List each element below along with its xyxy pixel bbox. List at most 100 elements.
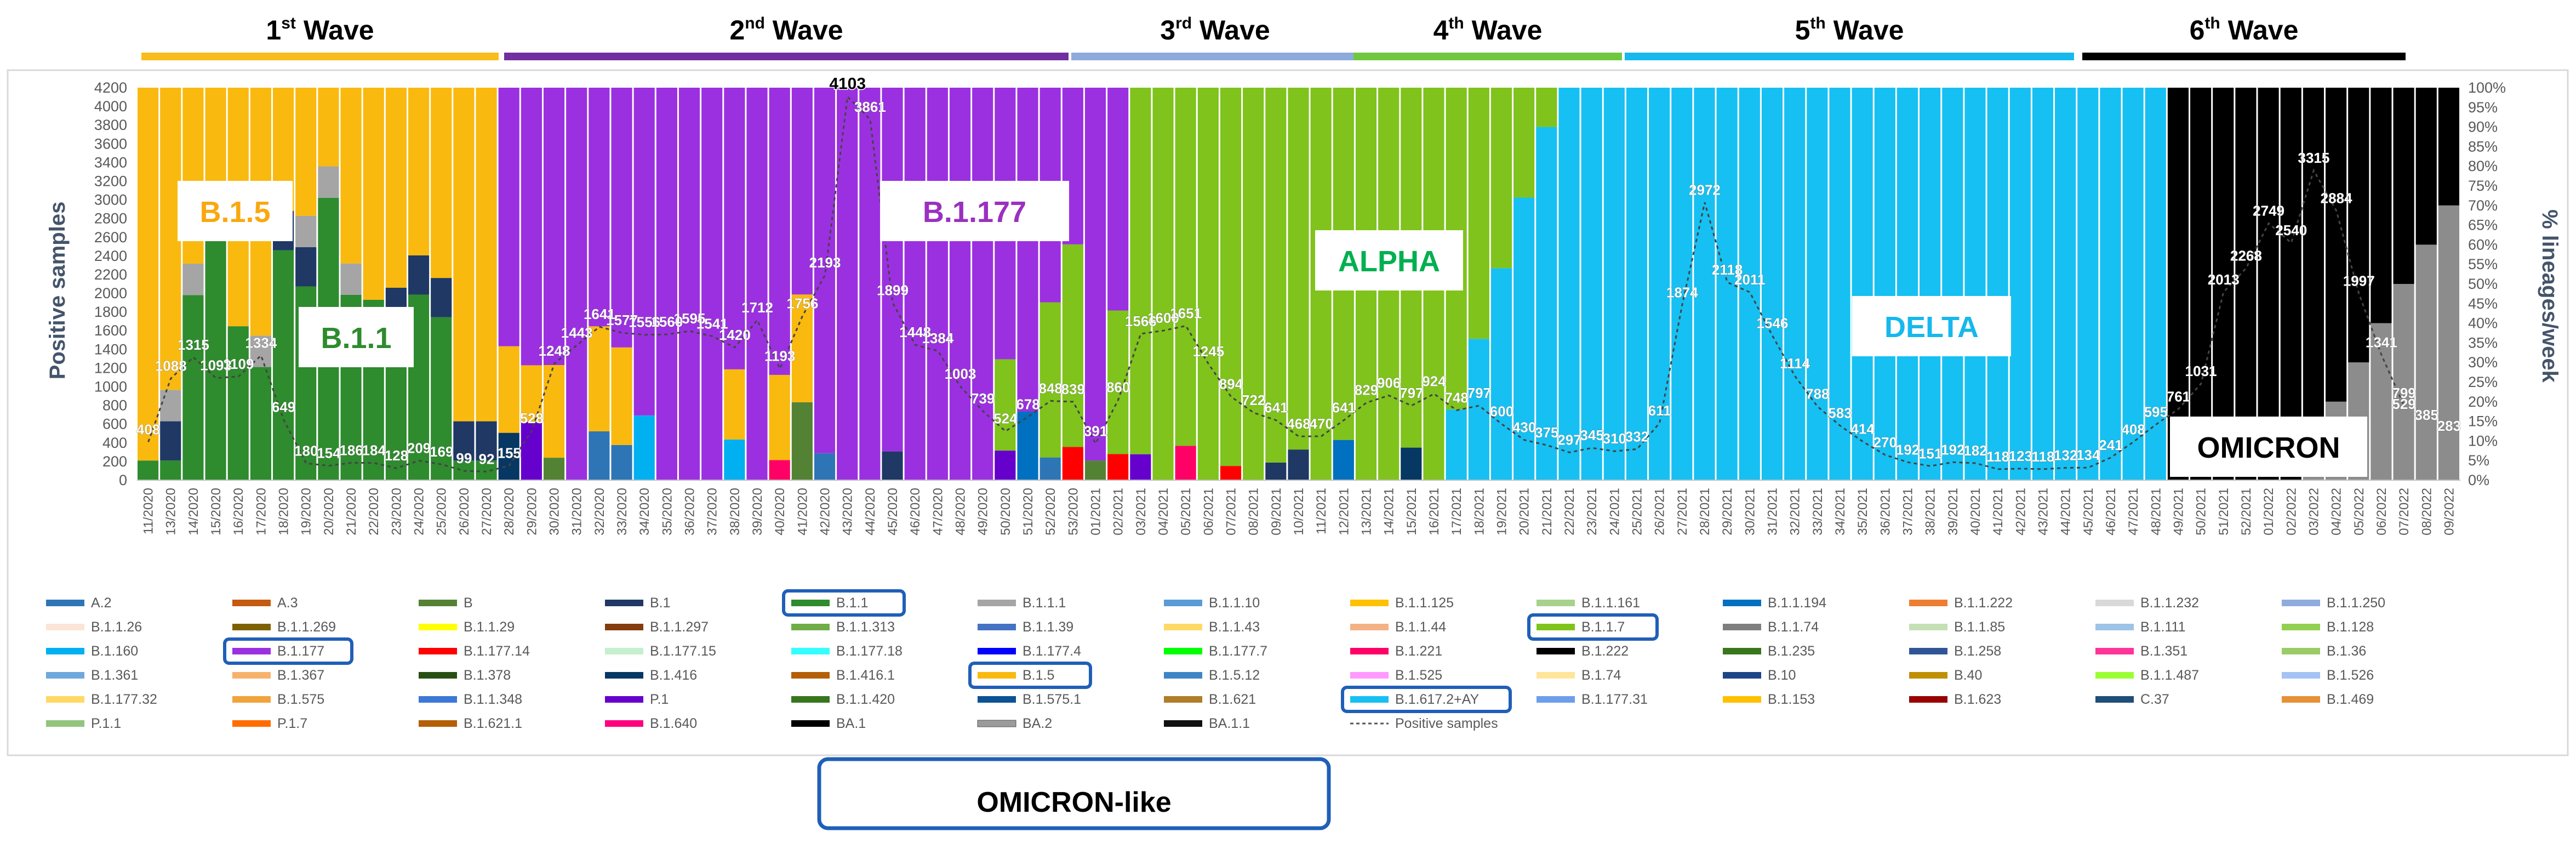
y-tick-label: 2600 xyxy=(94,229,127,246)
legend-label: B.1.416.1 xyxy=(836,668,895,683)
positive-samples-label: 924 xyxy=(1422,373,1446,389)
legend-swatch xyxy=(2095,624,2134,630)
bar-segment xyxy=(611,88,632,348)
y-tick-label: 0 xyxy=(119,472,127,488)
positive-samples-label: 1577 xyxy=(606,312,638,328)
legend-highlight xyxy=(782,589,906,617)
bar-segment xyxy=(1964,88,1986,480)
x-tick-label: 16/2021 xyxy=(1427,488,1442,536)
x-tick-label: 37/2020 xyxy=(705,488,720,536)
legend-label: C.37 xyxy=(2140,692,2169,707)
x-tick-label: 29/2020 xyxy=(524,488,539,536)
positive-samples-label: 839 xyxy=(1061,381,1085,397)
x-tick-label: 32/2020 xyxy=(592,488,607,536)
legend-label: BA.1.1 xyxy=(1209,716,1250,731)
bar-segment xyxy=(340,88,362,264)
x-tick-label: 19/2021 xyxy=(1494,488,1509,536)
legend-swatch xyxy=(1164,696,1202,703)
legend-label: B.1.469 xyxy=(2327,692,2374,707)
legend-swatch xyxy=(2095,672,2134,679)
legend-label: BA.2 xyxy=(1023,716,1052,731)
y-tick-label: 200 xyxy=(102,453,127,470)
x-tick-label: 41/2021 xyxy=(1991,488,2006,536)
legend-label: BA.1 xyxy=(836,716,866,731)
legend-swatch xyxy=(2095,600,2134,606)
legend-swatch xyxy=(1537,648,1575,654)
bar-segment xyxy=(769,460,790,480)
legend-swatch xyxy=(1909,624,1947,630)
positive-samples-label: 529 xyxy=(2392,396,2415,412)
legend-swatch xyxy=(1350,672,1389,679)
legend-label: B.10 xyxy=(1768,668,1796,683)
y-tick-label: 1800 xyxy=(94,304,127,320)
legend-label: A.3 xyxy=(277,595,298,611)
x-tick-label: 41/2020 xyxy=(795,488,810,536)
legend-label: B.1.1.348 xyxy=(464,692,522,707)
legend-label: B.1.221 xyxy=(1395,643,1442,659)
legend-label: B.1.367 xyxy=(277,668,324,683)
lineage-label-box xyxy=(299,307,414,367)
legend-label: B xyxy=(464,595,473,611)
bar-segment xyxy=(1716,88,1738,480)
x-tick-label: 05/2022 xyxy=(2352,488,2367,536)
y2-tick-label: 55% xyxy=(2468,256,2498,272)
bar-segment xyxy=(2438,205,2459,480)
positive-samples-label: 1245 xyxy=(1192,343,1224,360)
bar-segment xyxy=(859,88,881,480)
x-tick-label: 02/2021 xyxy=(1111,488,1126,536)
bar-segment xyxy=(566,88,587,480)
y-tick-label: 4000 xyxy=(94,98,127,115)
bar-segment xyxy=(521,88,542,366)
bar-segment xyxy=(837,88,858,480)
wave-bar-5 xyxy=(1625,53,2074,60)
legend-swatch xyxy=(605,672,643,679)
positive-samples-label: 583 xyxy=(1828,405,1852,421)
legend-swatch xyxy=(605,720,643,727)
x-tick-label: 22/2020 xyxy=(367,488,381,536)
x-tick-label: 26/2020 xyxy=(457,488,472,536)
positive-samples-label: 748 xyxy=(1444,389,1468,406)
legend-label: B.1.1.26 xyxy=(91,619,142,635)
legend-label: B.1.74 xyxy=(1581,668,1621,683)
x-tick-label: 07/2022 xyxy=(2397,488,2412,536)
x-tick-label: 35/2021 xyxy=(1855,488,1870,536)
y2-tick-label: 15% xyxy=(2468,413,2498,430)
bar-segment xyxy=(2280,88,2301,480)
positive-samples-label: 797 xyxy=(1467,385,1491,401)
y-tick-label: 1400 xyxy=(94,341,127,357)
x-tick-label: 34/2021 xyxy=(1833,488,1848,536)
x-tick-label: 04/2021 xyxy=(1156,488,1171,536)
positive-samples-label: 270 xyxy=(1874,434,1897,451)
y-tick-label: 800 xyxy=(102,397,127,414)
x-tick-label: 06/2022 xyxy=(2374,488,2389,536)
lineage-label: B.1.5 xyxy=(199,196,270,229)
wave-label-4: 4th Wave xyxy=(1433,14,1543,45)
x-tick-label: 43/2021 xyxy=(2036,488,2050,536)
x-tick-label: 22/2021 xyxy=(1562,488,1577,536)
positive-samples-label: 385 xyxy=(2415,407,2438,423)
legend-swatch xyxy=(978,648,1016,654)
positive-samples-label: 1546 xyxy=(1757,315,1789,331)
bar-segment xyxy=(1649,88,1670,480)
bar-segment xyxy=(2326,88,2347,402)
positive-samples-label: 1384 xyxy=(922,330,953,346)
legend-swatch xyxy=(1164,624,1202,630)
bar-segment xyxy=(408,88,430,255)
legend-label: B.1.621.1 xyxy=(464,716,522,731)
bar-segment xyxy=(1084,88,1106,461)
legend-swatch xyxy=(419,672,457,679)
bar-segment xyxy=(2122,88,2144,480)
bar-segment xyxy=(1265,462,1287,480)
y2-tick-label: 70% xyxy=(2468,197,2498,214)
positive-samples-label: 1641 xyxy=(584,306,615,322)
bar-segment xyxy=(1468,339,1489,480)
positive-samples-label: 169 xyxy=(430,443,453,460)
bar-segment xyxy=(2393,88,2414,284)
bar-segment xyxy=(1536,127,1557,481)
x-tick-label: 21/2020 xyxy=(344,488,359,536)
legend-swatch xyxy=(791,696,830,703)
legend-swatch xyxy=(232,624,271,630)
bar-segment xyxy=(1243,88,1264,480)
positive-samples-label: 1556 xyxy=(629,314,660,331)
wave-bar-2 xyxy=(504,53,1069,60)
